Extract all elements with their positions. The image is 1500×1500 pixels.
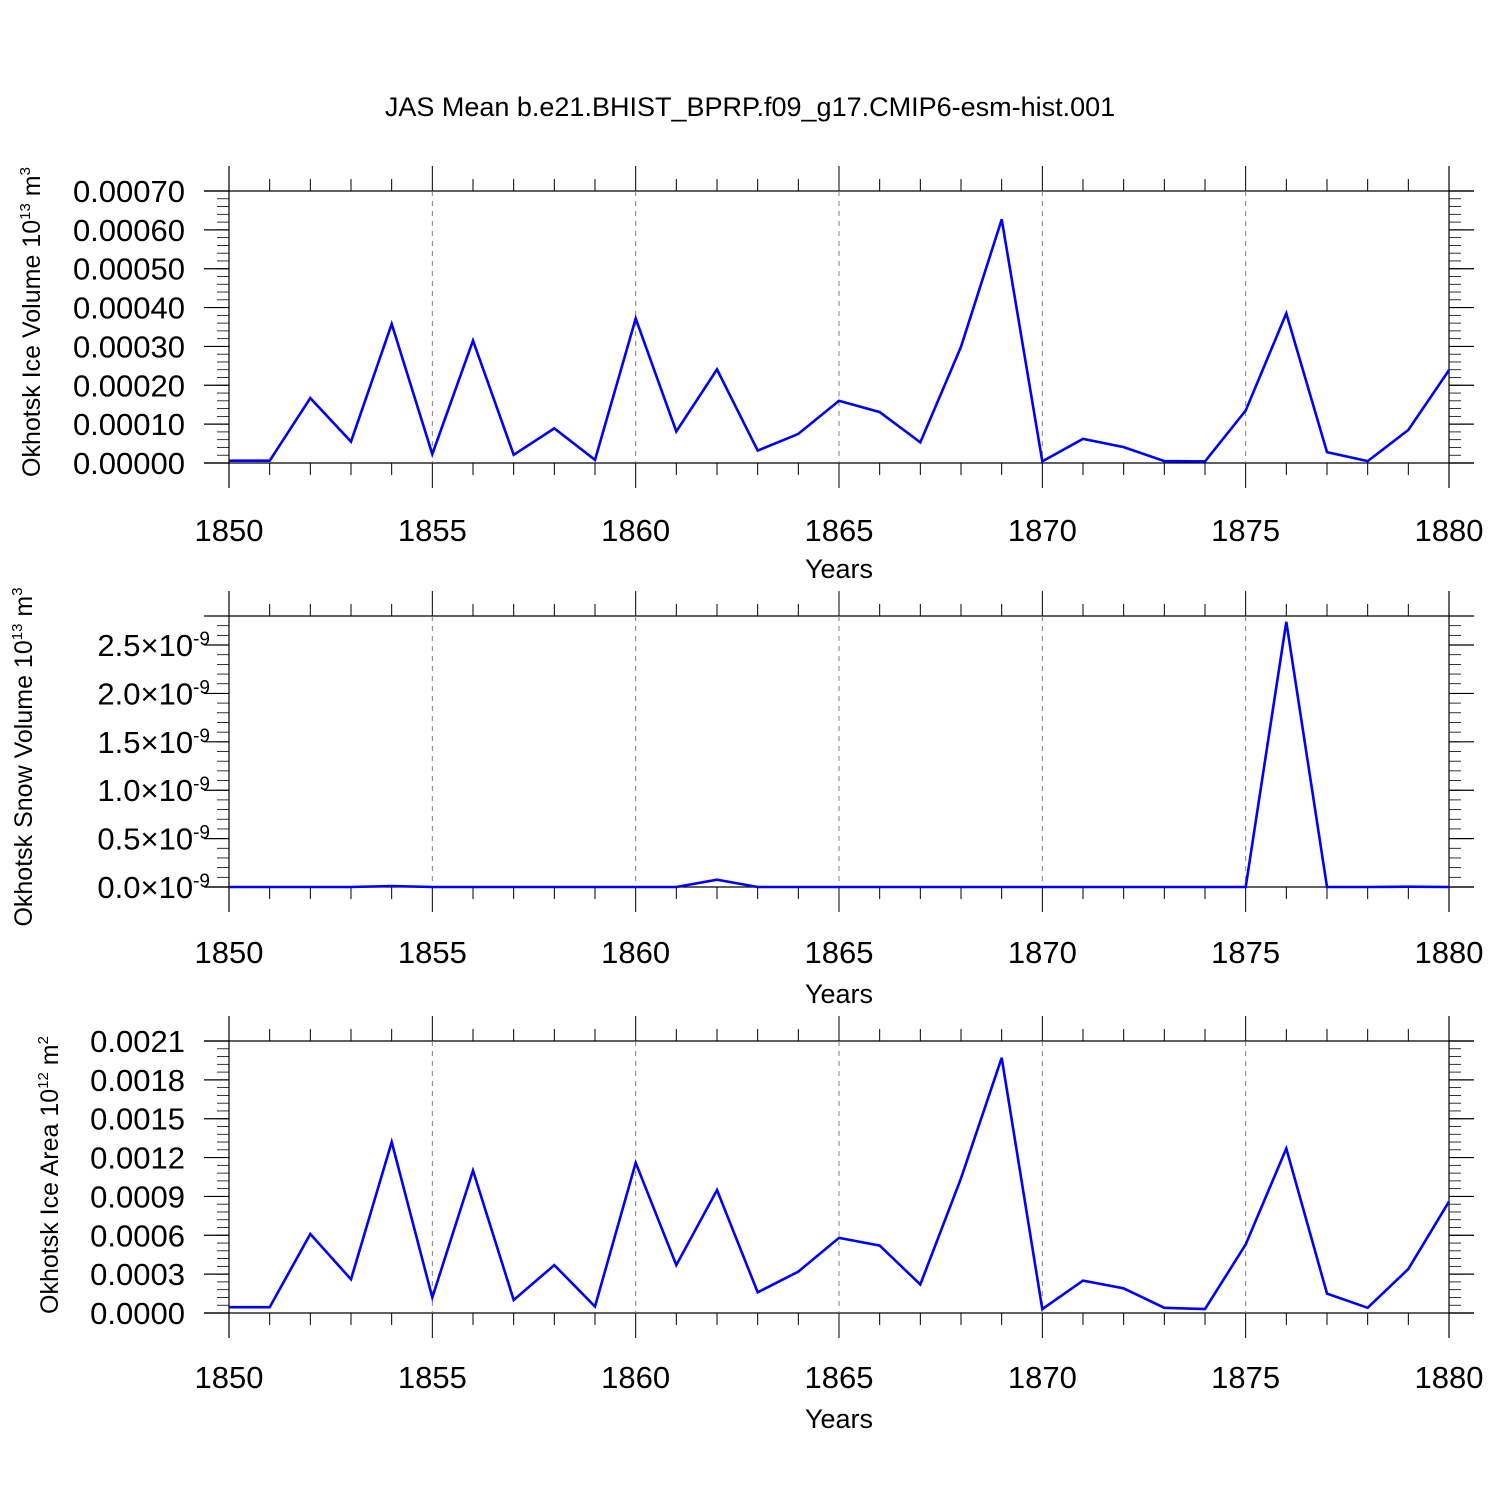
x-tick-label: 1860 bbox=[601, 1360, 670, 1395]
y-tick-label: 0.0006 bbox=[90, 1218, 185, 1253]
y-tick-label: 0.0009 bbox=[90, 1179, 185, 1214]
x-axis-title: Years bbox=[805, 1404, 873, 1434]
x-tick-label: 1875 bbox=[1211, 513, 1280, 548]
y-tick-label: 1.0×10-9 bbox=[97, 773, 210, 808]
y-tick-label: 0.00010 bbox=[73, 407, 185, 442]
x-tick-label: 1855 bbox=[398, 1360, 467, 1395]
y-tick-label: 0.0003 bbox=[90, 1257, 185, 1292]
x-tick-label: 1880 bbox=[1415, 1360, 1484, 1395]
y-axis-title: Okhotsk Snow Volume 1013 m3 bbox=[9, 587, 38, 926]
y-tick-label: 0.00000 bbox=[73, 446, 185, 481]
y-tick-label: 0.0×10-9 bbox=[97, 870, 210, 905]
y-tick-label: 0.00030 bbox=[73, 329, 185, 364]
x-tick-label: 1865 bbox=[805, 1360, 874, 1395]
y-tick-label: 0.0015 bbox=[90, 1102, 185, 1137]
y-tick-label: 2.0×10-9 bbox=[97, 676, 210, 711]
y-tick-label: 0.0018 bbox=[90, 1063, 185, 1098]
y-axis-title: Okhotsk Ice Volume 1013 m3 bbox=[17, 167, 46, 477]
panel-2: 0.0×10-9 0.5×10-9 1.0×10-9 1.5×10-9 2.0×10-9… bbox=[9, 587, 1483, 1009]
x-tick-label: 1865 bbox=[805, 935, 874, 970]
x-tick-label: 1860 bbox=[601, 513, 670, 548]
y-tick-label: 2.5×10-9 bbox=[97, 628, 210, 663]
x-tick-label: 1880 bbox=[1415, 935, 1484, 970]
y-tick-label: 0.5×10-9 bbox=[97, 822, 210, 857]
x-tick-label: 1870 bbox=[1008, 1360, 1077, 1395]
x-tick-label: 1855 bbox=[398, 935, 467, 970]
y-axis-title: Okhotsk Ice Area 1012 m2 bbox=[35, 1036, 64, 1314]
y-tick-label: 0.00060 bbox=[73, 213, 185, 248]
series-line bbox=[229, 219, 1451, 464]
y-tick-label: 1.5×10-9 bbox=[97, 725, 210, 760]
x-tick-label: 1870 bbox=[1008, 513, 1077, 548]
y-tick-label: 0.00020 bbox=[73, 368, 185, 403]
x-axis-title: Years bbox=[805, 554, 873, 584]
y-tick-label: 0.0021 bbox=[90, 1024, 185, 1059]
y-tick-label: 0.00040 bbox=[73, 291, 185, 326]
x-tick-label: 1880 bbox=[1415, 513, 1484, 548]
x-tick-label: 1850 bbox=[195, 1360, 264, 1395]
x-tick-label: 1850 bbox=[195, 935, 264, 970]
series-line bbox=[229, 621, 1450, 889]
x-tick-label: 1870 bbox=[1008, 935, 1077, 970]
y-tick-label: 0.00070 bbox=[73, 174, 185, 209]
y-tick-label: 0.0012 bbox=[90, 1141, 185, 1176]
x-axis-title: Years bbox=[805, 979, 873, 1009]
x-tick-label: 1855 bbox=[398, 513, 467, 548]
series-line bbox=[229, 1057, 1451, 1312]
y-tick-label: 0.0000 bbox=[90, 1296, 185, 1331]
x-tick-label: 1875 bbox=[1211, 1360, 1280, 1395]
y-tick-label: 0.00050 bbox=[73, 252, 185, 287]
figure-title: JAS Mean b.e21.BHIST_BPRP.f09_g17.CMIP6-… bbox=[385, 92, 1115, 122]
x-tick-label: 1865 bbox=[805, 513, 874, 548]
x-tick-label: 1860 bbox=[601, 935, 670, 970]
x-tick-label: 1875 bbox=[1211, 935, 1280, 970]
x-tick-label: 1850 bbox=[195, 513, 264, 548]
